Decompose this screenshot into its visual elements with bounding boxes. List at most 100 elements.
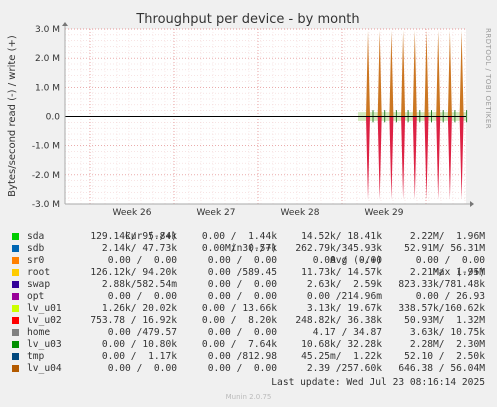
legend-cur: 129.14k/ 95.84k (90, 231, 177, 242)
legend-cur: 0.00 / 1.17k (101, 351, 177, 362)
legend-row: lv_u02 753.78 / 16.92k 0.00 / 8.20k 248.82k… (0, 315, 497, 327)
legend-swatch (12, 305, 19, 312)
last-update: Last update: Wed Jul 23 08:16:14 2025 (271, 377, 485, 388)
read-spike (412, 116, 417, 200)
read-spike (377, 116, 382, 200)
legend-avg: 0.00 /214.96m (306, 291, 382, 302)
legend-min: 0.00 / 1.44k (201, 231, 277, 242)
write-spike (412, 30, 417, 117)
legend-max: 2.22M/ 1.96M (409, 231, 485, 242)
y-tick-label: 2.0 M (35, 54, 60, 64)
legend-swatch (12, 233, 19, 240)
legend-name: sr0 (27, 255, 45, 266)
munin-version: Munin 2.0.75 (225, 393, 272, 401)
legend-min: 0.00 / 0.00 (207, 363, 277, 374)
y-axis-label: Bytes/second read (-) / write (+) (7, 35, 18, 197)
write-spike (389, 30, 394, 117)
legend-swatch (12, 317, 19, 324)
legend-row: lv_u01 1.26k/ 20.02k 0.00 / 13.66k 3.13k/ 1… (0, 303, 497, 315)
legend-row: home 0.00 /479.57 0.00 / 0.00 4.17 / 34.87 3… (0, 327, 497, 339)
y-tick-label: 0.0 (46, 113, 61, 123)
x-tick-label: Week 27 (197, 208, 236, 218)
legend-max: 0.00 / 26.93 (415, 291, 485, 302)
legend-avg: 10.68k/ 32.28k (301, 339, 382, 350)
write-spike (377, 30, 382, 117)
legend-swatch (12, 293, 19, 300)
legend-name: home (27, 327, 51, 338)
legend-row: lv_u03 0.00 / 10.80k 0.00 / 7.64k 10.68k/ 3… (0, 339, 497, 351)
legend-row: swap 2.88k/582.54m 0.00 / 0.00 2.63k/ 2.59k… (0, 279, 497, 291)
legend-name: root (27, 267, 51, 278)
legend-swatch (12, 245, 19, 252)
legend-name: tmp (27, 351, 45, 362)
legend-row: sdb 2.14k/ 47.73k 0.00 / 30.57k 262.79k/345… (0, 243, 497, 255)
chart-title: Throughput per device - by month (135, 12, 359, 27)
legend-min: 0.00 / 0.00 (207, 291, 277, 302)
write-spike (366, 30, 370, 117)
legend-cur: 0.00 /479.57 (107, 327, 177, 338)
legend-min: 0.00 / 0.00 (207, 327, 277, 338)
legend-cur: 0.00 / 0.00 (107, 363, 177, 374)
legend-swatch (12, 257, 19, 264)
legend-avg: 45.25m/ 1.22k (301, 351, 382, 362)
write-spike (401, 30, 406, 117)
x-tick-label: Week 26 (113, 208, 152, 218)
y-tick-label: -3.0 M (32, 200, 60, 210)
x-tick-label: Week 29 (365, 208, 404, 218)
legend-min: 0.00 /812.98 (207, 351, 277, 362)
legend-row: sda 129.14k/ 95.84k 0.00 / 1.44k 14.52k/ 18… (0, 231, 497, 243)
x-axis-arrow (470, 201, 474, 207)
legend-avg: 4.17 / 34.87 (312, 327, 382, 338)
y-tick-label: -1.0 M (32, 142, 60, 152)
legend-name: lv_u03 (27, 339, 62, 350)
legend-header: Cur (-/+) Min (-/+) Avg (-/+) Max (-/+) (0, 219, 497, 278)
legend-swatch (12, 353, 19, 360)
header-min: Min (-/+) (225, 243, 277, 254)
read-spike (424, 116, 429, 200)
read-spike (436, 116, 441, 200)
read-spike (401, 116, 406, 200)
legend-avg: 262.79k/345.93k (295, 243, 382, 254)
throughput-chart: Throughput per device - by month RRDTOOL… (7, 12, 492, 218)
legend-row: opt 0.00 / 0.00 0.00 / 0.00 0.00 /214.96m 0.… (0, 291, 497, 303)
legend-name: lv_u02 (27, 315, 62, 326)
legend-cur: 0.00 / 0.00 (107, 255, 177, 266)
legend-swatch (12, 341, 19, 348)
legend-max: 823.33k/781.48k (398, 279, 485, 290)
legend-avg: 248.82k/ 36.38k (295, 315, 382, 326)
legend-cur: 753.78 / 16.92k (90, 315, 177, 326)
legend-cur: 2.88k/582.54m (101, 279, 177, 290)
legend-min: 0.00 / 30.57k (201, 243, 277, 254)
header-avg: Avg (-/+) (330, 255, 382, 266)
legend-row: lv_u04 0.00 / 0.00 0.00 / 0.00 2.39 /257.60… (0, 363, 497, 375)
write-spike (436, 30, 441, 117)
legend-max: 52.10 / 2.50k (404, 351, 485, 362)
write-spike (447, 30, 452, 117)
legend-cur: 2.14k/ 47.73k (101, 243, 177, 254)
legend-avg: 2.63k/ 2.59k (306, 279, 382, 290)
legend-min: 0.00 / 13.66k (201, 303, 277, 314)
legend-row: sr0 0.00 / 0.00 0.00 / 0.00 0.00 / 0.00 0.00… (0, 255, 497, 267)
legend-max: 338.57k/160.62k (398, 303, 485, 314)
legend-max: 646.38 / 56.04M (398, 363, 485, 374)
legend-swatch (12, 329, 19, 336)
legend-max: 3.63k/ 10.75k (409, 327, 485, 338)
legend-row: tmp 0.00 / 1.17k 0.00 /812.98 45.25m/ 1.22k… (0, 351, 497, 363)
legend-avg: 14.52k/ 18.41k (301, 231, 382, 242)
y-tick-label: 1.0 M (35, 83, 60, 93)
legend-max: 50.93M/ 1.32M (404, 315, 485, 326)
read-spike (447, 116, 452, 200)
legend-row: root 126.12k/ 94.20k 0.00 /589.45 11.73k/ 1… (0, 267, 497, 279)
read-spike (389, 116, 394, 200)
legend-name: lv_u04 (27, 363, 62, 374)
legend-swatch (12, 269, 19, 276)
legend-max: 0.00 / 0.00 (415, 255, 485, 266)
legend-avg: 11.73k/ 14.57k (301, 267, 382, 278)
legend-name: sda (27, 231, 45, 242)
legend-max: 52.91M/ 56.31M (404, 243, 485, 254)
legend-min: 0.00 / 7.64k (201, 339, 277, 350)
legend-name: opt (27, 291, 45, 302)
y-axis-arrow (62, 22, 68, 26)
legend-min: 0.00 / 0.00 (207, 255, 277, 266)
legend-max: 2.28M/ 2.30M (409, 339, 485, 350)
